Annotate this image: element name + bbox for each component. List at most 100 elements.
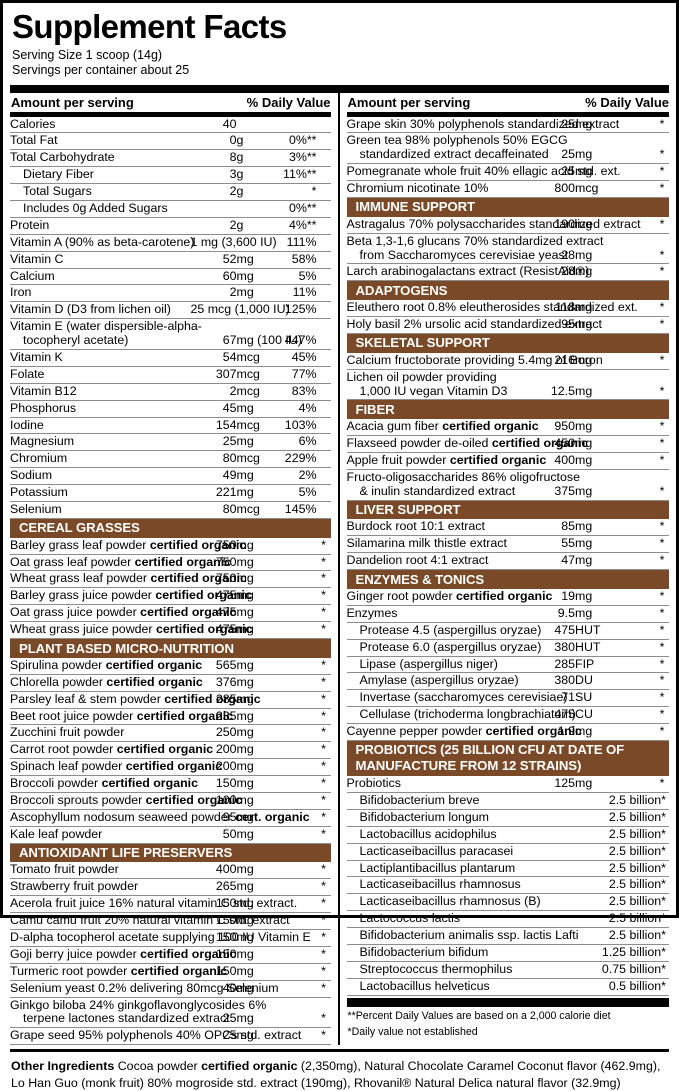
- nutrient-row: Grape seed 95% polyphenols 40% OPCs std.…: [10, 1027, 331, 1046]
- ingredient-name: Lactobacillus acidophilus: [346, 826, 529, 844]
- ingredient-name: Lacticaseibacillus rhamnosus (B): [346, 893, 541, 912]
- footnote-marker: *: [655, 484, 669, 501]
- amount-unit: mg: [236, 980, 271, 998]
- ingredient-name: Camu camu fruit 20% natural vitamin C st…: [10, 912, 290, 931]
- nutrient-row: Chromium 80 mcg 229%: [10, 450, 331, 469]
- nutrient-row: Ascophyllum nodosum seaweed powder cert.…: [10, 809, 331, 827]
- ingredient-name: Carrot root powder certified organic: [10, 741, 213, 760]
- ingredient-name: Broccoli powder certified organic: [10, 775, 198, 793]
- amount-value: 25: [529, 163, 575, 182]
- amount-unit: mg: [575, 452, 609, 470]
- footnote-marker: *: [655, 706, 669, 725]
- nutrient-row: Calcium fructoborate providing 5.4mg of …: [346, 352, 669, 370]
- ingredient-name: Acerola fruit juice 16% natural vitamin …: [10, 895, 297, 914]
- section-header: ENZYMES & TONICS: [346, 570, 669, 589]
- ingredient-name: Lactococcus lactis: [346, 910, 529, 929]
- nutrient-row: Protein 2 g 4%**: [10, 217, 331, 235]
- probiotic-row: Bifidobacterium breve 2.5 billion*: [346, 792, 669, 810]
- amount-value: 80: [190, 450, 237, 469]
- daily-value: [609, 248, 655, 265]
- daily-value: [609, 419, 655, 437]
- amount-value: 49: [190, 467, 237, 486]
- ingredient-name: Silamarina milk thistle extract: [346, 535, 529, 554]
- nutrient-row: Selenium 80 mcg 145%: [10, 501, 331, 519]
- section-header-row: ENZYMES & TONICS: [346, 570, 669, 589]
- nutrient-row-line2: standardized extract decaffeinated 25 mg *: [346, 147, 669, 165]
- ingredient-name: Fructo-oligosaccharides 86% oligofructos…: [346, 469, 580, 484]
- probiotic-amount: 2.5 billion*: [529, 893, 669, 912]
- nutrient-row: Folate 307 mcg 77%: [10, 366, 331, 384]
- section-header-row: IMMUNE SUPPORT: [346, 197, 669, 217]
- footnote-marker: *: [655, 776, 669, 794]
- amount-unit: mg: [236, 963, 271, 981]
- footnote-marker: [316, 349, 331, 367]
- amount-value: 25: [190, 433, 237, 452]
- amount-unit: mg: [236, 268, 271, 286]
- amount-value: 55: [529, 535, 575, 554]
- footnote-marker: [316, 166, 331, 185]
- probiotic-amount: 2.5 billion*: [529, 910, 669, 929]
- ingredient-name-cont: from Saccharomyces cerevisiae yeast: [346, 248, 568, 265]
- amount-value: 54: [190, 349, 237, 367]
- amount-unit: mg: [575, 535, 609, 554]
- amount-unit: mg: [236, 809, 271, 827]
- probiotic-amount: 1.25 billion*: [529, 944, 669, 962]
- amount-value: 3: [190, 166, 237, 185]
- ingredient-name: D-alpha tocopherol acetate supplying 100…: [10, 929, 311, 947]
- ingredient-name-cont: & inulin standardized extract: [346, 484, 529, 501]
- daily-value: 4%: [270, 400, 317, 418]
- amount-value: 307: [190, 366, 237, 384]
- daily-value: [609, 639, 655, 657]
- other-ingredients-label: Other Ingredients: [11, 1059, 115, 1074]
- other-ingredients-bold1: certified organic: [201, 1059, 298, 1074]
- amount-unit: mg: [236, 724, 271, 743]
- daily-value: [270, 775, 317, 793]
- amount-value: 565: [190, 657, 237, 675]
- amount-value: 150: [190, 929, 237, 947]
- nutrient-row-line1: Ginkgo biloba 24% ginkgoflavonglycosides…: [10, 997, 331, 1012]
- serving-size: Serving Size 1 scoop (14g): [12, 48, 163, 62]
- daily-value: [270, 691, 317, 709]
- daily-value: [270, 537, 317, 555]
- daily-value: 58%: [270, 251, 317, 269]
- probiotic-amount: 2.5 billion*: [529, 876, 669, 895]
- probiotic-row: Lactococcus lactis 2.5 billion*: [346, 910, 669, 929]
- daily-value: [270, 570, 317, 589]
- footnote-marker: *: [316, 963, 331, 981]
- amount-unit: mg: [575, 588, 609, 606]
- ingredient-name: Grape skin 30% polyphenols standardized …: [346, 116, 619, 134]
- amount-value: 1.9: [529, 723, 575, 741]
- amount-value: 380: [529, 672, 575, 691]
- columns-wrapper: Amount per serving % Daily Value Calorie…: [10, 92, 669, 1046]
- amount-unit: mg: [575, 723, 609, 741]
- ingredient-name: Invertase (saccharomyces cerevisiae): [346, 689, 567, 708]
- amount-value: 375: [529, 484, 575, 501]
- amount-unit: mg: [236, 792, 271, 810]
- ingredient-name: Lacticaseibacillus rhamnosus: [346, 876, 529, 895]
- amount-value: 400: [529, 452, 575, 470]
- nutrient-row: Camu camu fruit 20% natural vitamin C st…: [10, 912, 331, 931]
- amount-unit: mg: [575, 519, 609, 537]
- footnote-marker: [316, 433, 331, 452]
- amount-unit: mg: [236, 400, 271, 418]
- daily-value: [270, 116, 317, 134]
- daily-value: 2%: [270, 467, 317, 486]
- ingredient-name: Protein: [10, 217, 191, 235]
- daily-value: [270, 1012, 317, 1029]
- ingredient-name: Goji berry juice powder certified organi…: [10, 946, 237, 964]
- amount-unit: mg: [236, 433, 271, 452]
- nutrient-row: Larch arabinogalactans extract (ResistAi…: [346, 263, 669, 282]
- ingredient-name: Ginkgo biloba 24% ginkgoflavonglycosides…: [10, 997, 267, 1012]
- nutrient-row: Acacia gum fiber certified organic 950 mg *: [346, 419, 669, 437]
- nutrient-row: Strawberry fruit powder 265 mg *: [10, 878, 331, 897]
- nutrient-row: D-alpha tocopherol acetate supplying 100…: [10, 929, 331, 947]
- nutrient-row: Holy basil 2% ursolic acid standardized …: [346, 316, 669, 334]
- page-title: Supplement Facts: [12, 8, 287, 45]
- ingredient-name: Lichen oil powder providing: [346, 369, 497, 384]
- ingredient-name: Broccoli sprouts powder certified organi…: [10, 792, 242, 810]
- amount-unit: g: [236, 149, 271, 168]
- amount-unit: mg: [575, 605, 609, 623]
- daily-value: [270, 792, 317, 810]
- amount-value: 1 mg (3,600 IU): [190, 234, 277, 252]
- daily-value: 229%: [270, 450, 317, 469]
